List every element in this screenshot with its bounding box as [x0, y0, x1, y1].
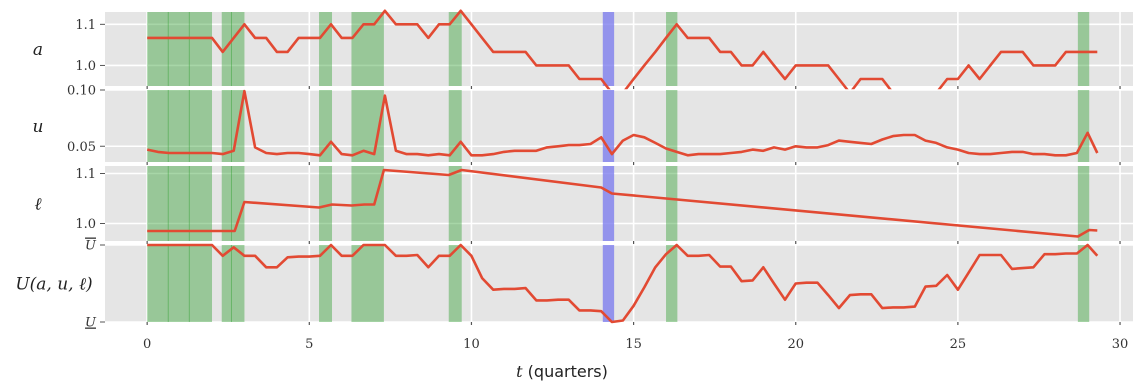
- recession-band: [1077, 12, 1090, 86]
- y-tick-label: U: [85, 316, 97, 331]
- recession-band: [147, 90, 213, 162]
- recession-band: [319, 166, 333, 241]
- recession-band: [1077, 245, 1090, 322]
- panel-1: 1.0 1.1 a: [33, 9, 1133, 95]
- x-axis: 0 5 10 15 20 25 30: [143, 337, 1128, 352]
- x-tick-label: 5: [305, 337, 313, 352]
- y-tick-label: 0.10: [67, 84, 96, 99]
- highlight-band: [602, 12, 615, 86]
- highlight-band: [602, 90, 615, 162]
- recession-band: [147, 166, 213, 241]
- x-tick-label: 25: [950, 337, 967, 352]
- recession-band: [666, 245, 678, 322]
- panel-3: 1.0 1.1 ℓ: [34, 166, 1133, 244]
- recession-band: [666, 90, 678, 162]
- y-axis-label: a: [33, 40, 43, 60]
- x-axis-title: t (quarters): [516, 362, 608, 381]
- highlight-band: [602, 166, 615, 241]
- recession-band: [319, 245, 333, 322]
- y-tick-label: 1.1: [75, 167, 96, 182]
- y-axis-label: ℓ: [34, 195, 41, 215]
- x-axis-title-variable: t: [516, 362, 523, 381]
- recession-band: [147, 12, 213, 86]
- recession-band: [448, 90, 462, 162]
- recession-band: [1077, 166, 1090, 241]
- y-tick-label: 1.0: [75, 59, 96, 74]
- x-tick-label: 0: [143, 337, 151, 352]
- recession-band: [221, 245, 245, 322]
- series-line: [146, 89, 1099, 157]
- panel-background: [105, 90, 1133, 162]
- y-tick-label: 1.0: [75, 217, 96, 232]
- recession-band: [147, 245, 213, 322]
- x-tick-label: 30: [1112, 337, 1129, 352]
- y-axis-label: U(a, u, ℓ): [15, 275, 92, 295]
- x-tick-label: 20: [787, 337, 804, 352]
- y-tick-label: U: [85, 239, 97, 254]
- recession-band: [448, 245, 462, 322]
- recession-band: [1077, 90, 1090, 162]
- x-tick-label: 10: [463, 337, 480, 352]
- recession-band: [319, 90, 333, 162]
- recession-band: [319, 12, 333, 86]
- series-line: [147, 168, 1098, 238]
- recession-band: [666, 12, 678, 86]
- recession-band: [351, 245, 384, 322]
- panels-layer: 1.0 1.1 a 0.05 0.10 u 1.0 1.1 ℓ U U U(a, u, ℓ): [15, 9, 1133, 331]
- recession-band: [221, 90, 245, 162]
- y-tick-label: 1.1: [75, 18, 96, 33]
- x-tick-label: 15: [625, 337, 642, 352]
- recession-band: [448, 166, 462, 241]
- y-axis-label: u: [33, 117, 44, 137]
- panel-4: U U U(a, u, ℓ): [15, 239, 1133, 331]
- x-axis-title-unit: (quarters): [523, 362, 608, 381]
- recession-band: [666, 166, 678, 241]
- panel-background: [105, 12, 1133, 86]
- panel-2: 0.05 0.10 u: [33, 84, 1133, 165]
- y-tick-label: 0.05: [67, 140, 96, 155]
- highlight-band: [602, 245, 615, 322]
- recession-band: [448, 12, 462, 86]
- series-line: [147, 243, 1099, 324]
